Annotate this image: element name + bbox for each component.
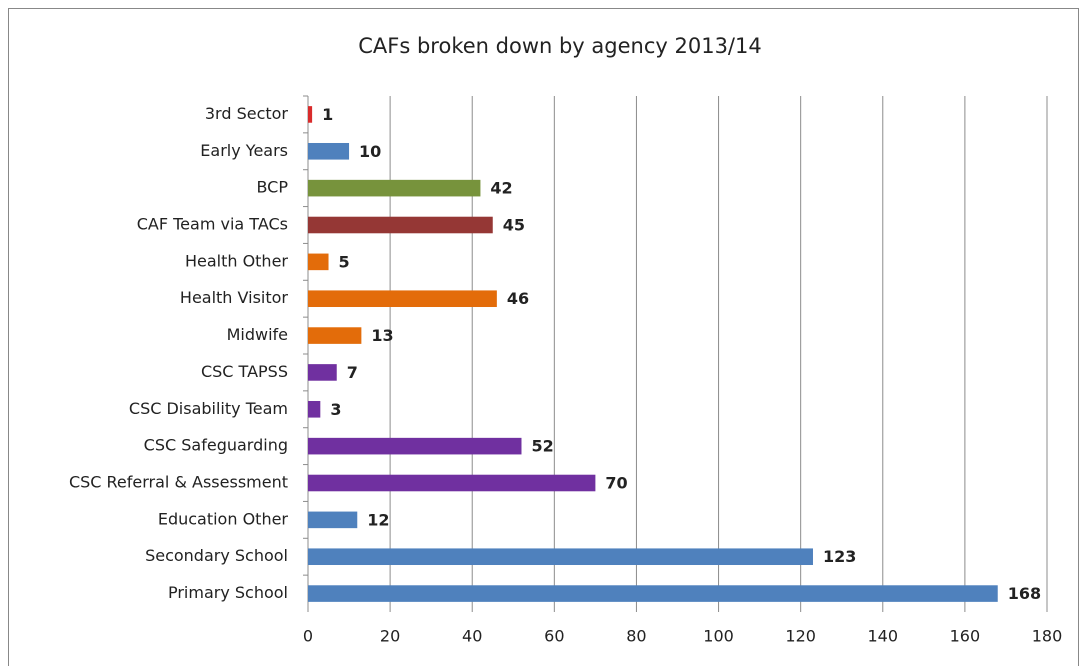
y-tick-label: CSC TAPSS [201, 362, 288, 381]
value-label: 1 [322, 105, 333, 124]
value-label: 3 [330, 400, 341, 419]
y-tick-label: Early Years [200, 141, 288, 160]
chart-title: CAFs broken down by agency 2013/14 [358, 34, 761, 58]
chart-frame [8, 8, 1079, 666]
y-tick-label: Health Other [185, 251, 288, 270]
y-tick-label: CAF Team via TACs [137, 215, 288, 234]
bar [308, 106, 313, 123]
value-label: 13 [371, 326, 393, 345]
y-tick-label: 3rd Sector [205, 104, 289, 123]
x-tick-label: 120 [785, 627, 816, 646]
value-label: 70 [605, 474, 627, 493]
bar [308, 253, 329, 271]
bar [308, 511, 358, 529]
bar [308, 364, 337, 381]
bar [308, 437, 522, 455]
y-tick-label: CSC Referral & Assessment [69, 473, 288, 492]
x-tick-label: 20 [380, 627, 400, 646]
bar [308, 290, 497, 308]
bar [308, 216, 493, 234]
x-tick-label: 40 [462, 627, 482, 646]
y-tick-label: CSC Safeguarding [144, 436, 288, 455]
value-label: 10 [359, 142, 381, 161]
value-label: 46 [507, 289, 529, 308]
bar [308, 474, 596, 492]
x-tick-label: 100 [703, 627, 734, 646]
x-tick-label: 80 [626, 627, 646, 646]
value-label: 168 [1008, 584, 1041, 603]
x-tick-label: 0 [303, 627, 313, 646]
y-tick-label: Health Visitor [180, 288, 289, 307]
y-tick-label: Secondary School [145, 546, 288, 565]
value-label: 7 [347, 363, 358, 382]
y-tick-label: CSC Disability Team [129, 399, 288, 418]
value-label: 52 [531, 437, 553, 456]
x-tick-label: 140 [868, 627, 899, 646]
y-tick-label: Education Other [158, 509, 289, 528]
value-label: 12 [367, 510, 389, 529]
value-label: 45 [503, 216, 525, 235]
bar [308, 585, 998, 602]
bar [308, 142, 350, 160]
x-tick-label: 160 [950, 627, 981, 646]
y-tick-label: Midwife [227, 325, 288, 344]
bar [308, 327, 362, 344]
value-label: 42 [490, 179, 512, 198]
y-tick-label: Primary School [168, 583, 288, 602]
bar [308, 400, 321, 418]
bar [308, 179, 481, 197]
x-tick-label: 60 [544, 627, 564, 646]
value-label: 123 [823, 547, 856, 566]
value-label: 5 [339, 252, 350, 271]
bar [308, 548, 813, 566]
x-tick-label: 180 [1032, 627, 1063, 646]
y-tick-label: BCP [256, 178, 288, 197]
